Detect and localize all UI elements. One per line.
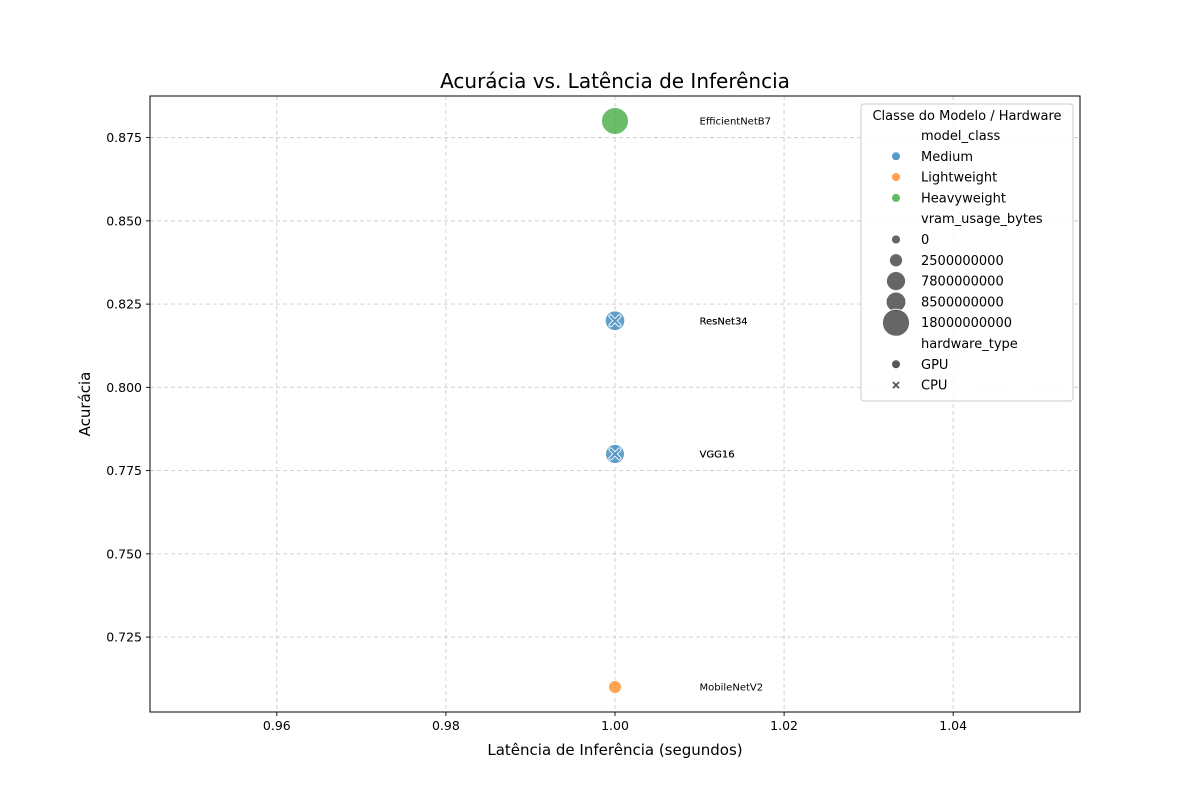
legend-box	[860, 103, 1074, 402]
legend-entry-label: Medium	[921, 150, 973, 165]
y-tick-label: 0.875	[106, 130, 142, 145]
legend-entry-label: Heavyweight	[921, 191, 1006, 206]
y-tick-label: 0.775	[106, 463, 142, 478]
legend-entry-label: 7800000000	[921, 275, 1004, 290]
cpu-marker-cross	[609, 448, 621, 460]
cpu-marker-cross	[609, 315, 621, 327]
legend-color-marker	[892, 193, 900, 202]
legend-cpu-marker	[892, 381, 900, 389]
axis-ticks: 0.96 0.98 1.00 1.02 1.04 0.725 0.750 0.775 0.800…	[106, 130, 967, 733]
x-tick-label: 1.04	[939, 718, 967, 733]
legend-entry-label: Lightweight	[921, 171, 997, 186]
legend-entry-label: 2500000000	[921, 254, 1004, 269]
legend-gpu-marker	[892, 360, 900, 369]
legend-section-header: hardware_type	[921, 337, 1018, 352]
x-axis-label: Latência de Inferência (segundos)	[487, 741, 742, 759]
point-label: MobileNetV2	[700, 683, 764, 694]
legend-size-marker	[882, 308, 910, 337]
legend: Classe do Modelo / Hardware model_class Me…	[860, 103, 1074, 402]
y-tick-label: 0.725	[106, 630, 142, 645]
y-tick-label: 0.850	[106, 213, 142, 228]
legend-section-header: model_class	[921, 129, 1000, 144]
y-tick-label: 0.825	[106, 297, 142, 312]
chart-title: Acurácia vs. Latência de Inferência	[440, 69, 790, 93]
point-label: ResNet34	[700, 316, 748, 327]
x-tick-label: 1.02	[770, 718, 798, 733]
legend-entry-label: 0	[921, 233, 929, 248]
x-tick-label: 0.96	[263, 718, 291, 733]
legend-color-marker	[892, 173, 900, 182]
legend-size-marker	[891, 234, 901, 245]
gpu-point-marker	[607, 679, 623, 695]
legend-size-marker	[889, 253, 903, 268]
cpu-point-marker	[608, 447, 622, 461]
legend-entry-label: CPU	[921, 379, 947, 394]
x-tick-label: 1.00	[601, 718, 629, 733]
grid	[150, 96, 1080, 712]
point-label: VGG16	[700, 449, 735, 460]
cpu-point-marker	[608, 314, 622, 328]
y-tick-label: 0.750	[106, 546, 142, 561]
legend-size-marker	[885, 291, 907, 313]
point-label: VGG16	[700, 449, 735, 460]
legend-title: Classe do Modelo / Hardware	[872, 109, 1061, 124]
legend-color-marker	[892, 152, 900, 161]
legend-size-marker	[886, 271, 906, 292]
point-label: EfficientNetB7	[700, 116, 771, 127]
data-points	[601, 106, 629, 695]
gpu-point-marker	[601, 106, 629, 135]
legend-section-header: vram_usage_bytes	[921, 212, 1043, 227]
x-tick-label: 0.98	[432, 718, 460, 733]
legend-entry-label: 18000000000	[921, 316, 1012, 331]
point-label: ResNet34	[700, 316, 748, 327]
point-labels: EfficientNetB7ResNet34ResNet34VGG16VGG16…	[700, 116, 771, 693]
y-axis-label: Acurácia	[76, 372, 94, 437]
legend-entry-label: GPU	[921, 358, 948, 373]
y-tick-label: 0.800	[106, 380, 142, 395]
legend-entry-label: 8500000000	[921, 295, 1004, 310]
